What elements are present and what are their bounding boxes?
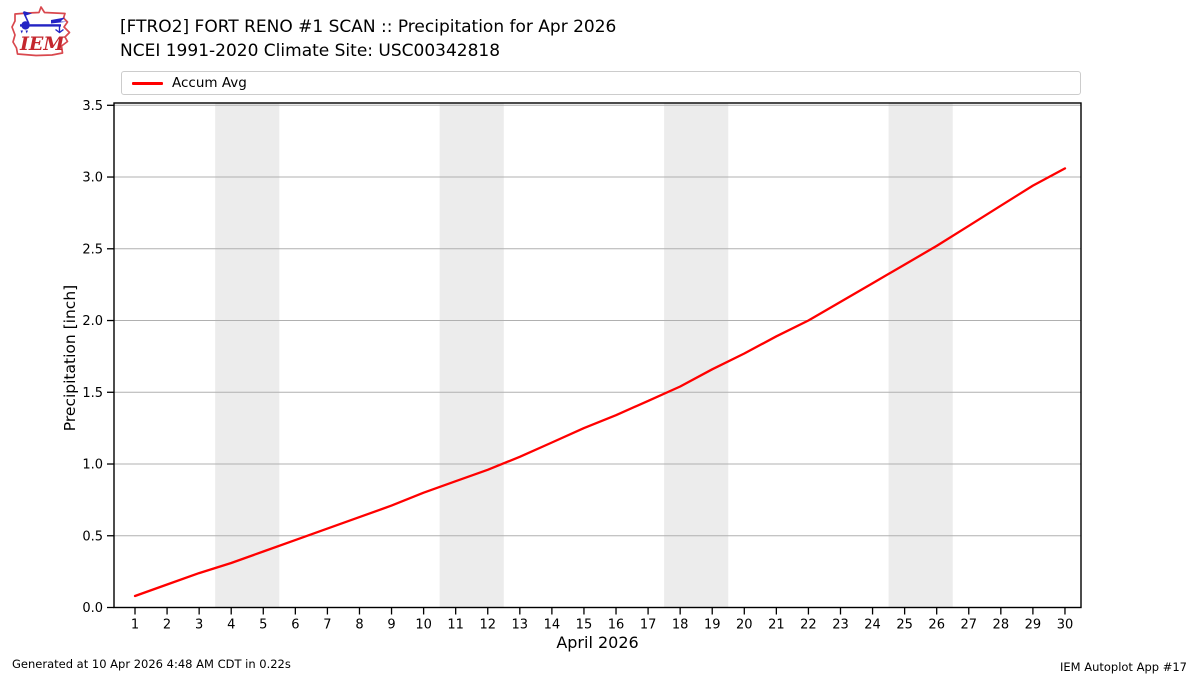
y-tick-label: 0.0 [82, 601, 103, 616]
wind-vane-icon [20, 11, 67, 34]
x-tick-label: 12 [479, 618, 496, 633]
chart-subtitle: NCEI 1991-2020 Climate Site: USC00342818 [120, 41, 501, 61]
x-tick-label: 29 [1025, 618, 1042, 633]
x-tick-label: 1 [131, 618, 139, 633]
x-tick-label: 19 [704, 618, 721, 633]
x-tick-label: 15 [576, 618, 593, 633]
x-tick-label: 14 [544, 618, 561, 633]
weekend-band [215, 103, 280, 608]
y-tick-label: 1.0 [82, 458, 103, 473]
y-tick-label: 3.5 [82, 99, 103, 114]
x-tick-label: 5 [259, 618, 267, 633]
iem-logo: IEM [11, 6, 71, 57]
x-tick-label: 16 [608, 618, 625, 633]
x-tick-label: 18 [672, 618, 689, 633]
x-tick-label: 20 [736, 618, 753, 633]
weekend-band [664, 103, 729, 608]
weekend-band [888, 103, 953, 608]
x-tick-label: 10 [415, 618, 432, 633]
x-tick-label: 3 [195, 618, 203, 633]
x-tick-label: 30 [1057, 618, 1074, 633]
iowa-outline [11, 6, 71, 57]
x-tick-label: 9 [387, 618, 395, 633]
y-tick-label: 1.5 [82, 386, 103, 401]
x-tick-label: 17 [640, 618, 657, 633]
y-tick-label: 2.5 [82, 242, 103, 257]
x-tick-label: 27 [960, 618, 977, 633]
x-tick-label: 25 [896, 618, 913, 633]
x-tick-label: 6 [291, 618, 299, 633]
generated-timestamp: Generated at 10 Apr 2026 4:48 AM CDT in … [12, 657, 291, 671]
y-tick-label: 0.5 [82, 529, 103, 544]
x-tick-label: 2 [163, 618, 171, 633]
x-tick-label: 11 [447, 618, 464, 633]
iem-logo-text: IEM [19, 33, 65, 55]
x-tick-label: 28 [993, 618, 1010, 633]
x-tick-label: 13 [512, 618, 529, 633]
legend: Accum Avg [121, 71, 1081, 95]
plot-frame [113, 102, 1082, 609]
y-axis-label: Precipitation [inch] [61, 284, 79, 432]
accum-avg-line [133, 167, 1067, 598]
legend-line-swatch [132, 81, 163, 85]
legend-item-label: Accum Avg [172, 75, 247, 91]
x-tick-label: 4 [227, 618, 235, 633]
weekend-band [439, 103, 504, 608]
chart-title: [FTRO2] FORT RENO #1 SCAN :: Precipitati… [120, 17, 617, 37]
x-tick-label: 21 [768, 618, 785, 633]
app-credit: IEM Autoplot App #17 [1059, 660, 1187, 674]
x-tick-label: 7 [323, 618, 331, 633]
y-tick-label: 3.0 [82, 171, 103, 186]
x-tick-label: 8 [355, 618, 363, 633]
x-tick-label: 22 [800, 618, 817, 633]
x-tick-label: 23 [832, 618, 849, 633]
y-tick-label: 2.0 [82, 314, 103, 329]
x-tick-label: 26 [928, 618, 945, 633]
x-axis-label: April 2026 [556, 633, 639, 652]
x-tick-label: 24 [864, 618, 881, 633]
